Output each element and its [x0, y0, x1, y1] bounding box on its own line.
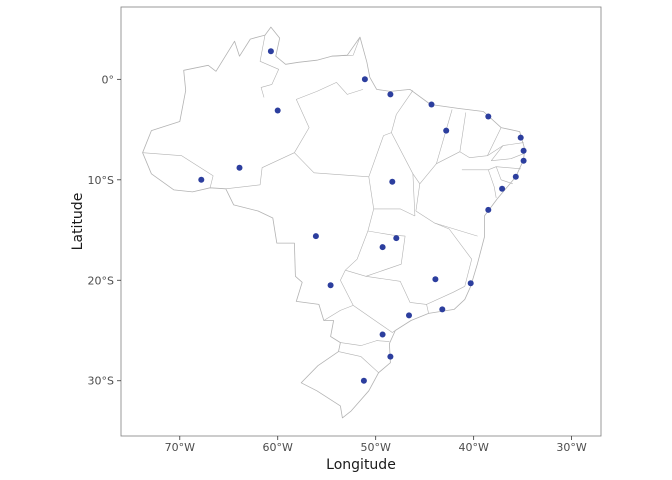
capital-point [485, 113, 492, 120]
capital-point [360, 377, 367, 384]
state-borders [142, 35, 524, 373]
state-border [353, 305, 396, 333]
capital-point [406, 312, 412, 319]
state-border [365, 276, 465, 305]
capital-point [485, 206, 492, 213]
y-tick-label: 0° [102, 73, 115, 86]
capital-point [520, 157, 527, 164]
capital-point [379, 331, 386, 338]
brazil-outline [142, 26, 525, 419]
y-axis-ticks: 0° 10°S 20°S 30°S [88, 73, 121, 388]
capital-point [439, 306, 446, 313]
capital-point [467, 280, 474, 287]
capital-point [361, 76, 368, 83]
x-tick-label: 70°W [165, 441, 195, 454]
capital-point [327, 282, 334, 289]
state-border [338, 351, 379, 373]
capital-point [387, 91, 394, 98]
capital-point [520, 147, 527, 154]
y-tick-label: 30°S [88, 375, 114, 388]
plot-panel [120, 6, 602, 437]
y-axis-title: Latitude [70, 193, 86, 251]
capital-point [517, 134, 524, 141]
y-tick-label: 20°S [88, 274, 114, 287]
capital-point [393, 235, 400, 242]
state-border [491, 145, 524, 161]
capital-point [267, 48, 274, 55]
state-border [488, 169, 497, 198]
state-border [373, 208, 416, 217]
state-border [294, 82, 364, 174]
capital-point [387, 353, 394, 360]
state-border [495, 166, 513, 185]
state-border [459, 127, 502, 158]
state-border [142, 152, 214, 188]
capital-point [236, 164, 243, 171]
capital-point [274, 107, 281, 114]
country-border [142, 26, 525, 419]
state-border [225, 152, 295, 190]
x-axis-title: Longitude [326, 457, 396, 473]
capital-point [312, 233, 319, 240]
capital-point [379, 244, 386, 251]
state-border [313, 172, 374, 271]
x-tick-label: 50°W [361, 441, 391, 454]
y-tick-label: 10°S [88, 174, 114, 187]
capital-point [389, 178, 396, 185]
capital-point [432, 276, 439, 283]
state-border [434, 222, 472, 287]
x-tick-label: 40°W [458, 441, 488, 454]
capital-point [198, 176, 205, 183]
state-border [415, 183, 478, 237]
capital-point [512, 173, 519, 180]
state-border [259, 35, 279, 98]
state-border [412, 109, 453, 185]
state-border [461, 166, 521, 171]
state-border [340, 340, 390, 346]
state-border [391, 90, 414, 133]
state-border [345, 230, 406, 277]
x-axis-ticks: 70°W 60°W 50°W 40°W 30°W [165, 436, 587, 454]
capital-point [428, 101, 435, 108]
x-tick-label: 30°W [556, 441, 586, 454]
capital-points [198, 48, 527, 384]
capital-point [443, 127, 450, 134]
capital-point [499, 185, 506, 192]
x-tick-label: 60°W [263, 441, 293, 454]
state-border [426, 304, 429, 314]
